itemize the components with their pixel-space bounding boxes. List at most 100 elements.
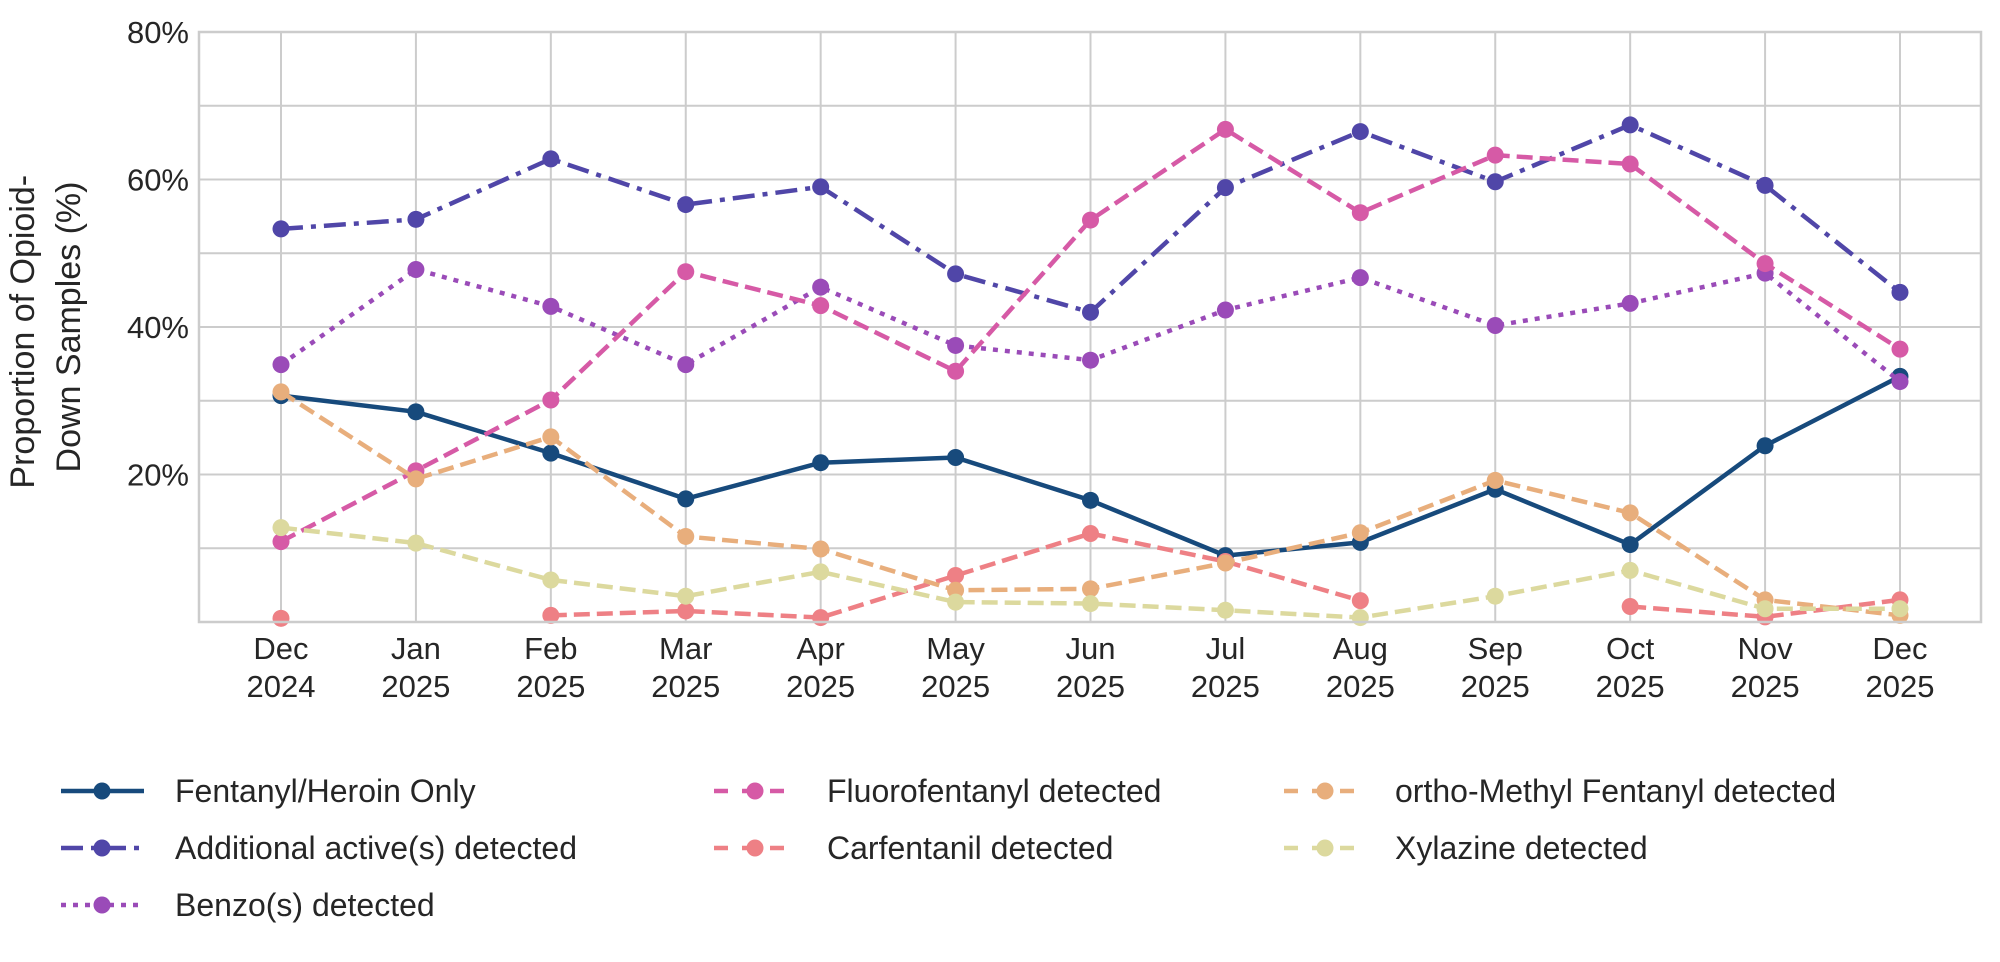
x-tick-year: 2025 bbox=[1461, 669, 1530, 704]
plot-frame bbox=[197, 30, 1983, 624]
x-tick-year: 2024 bbox=[247, 669, 316, 704]
data-point bbox=[812, 278, 830, 296]
data-point bbox=[1621, 294, 1639, 312]
x-tick-label: May 2025 bbox=[921, 631, 990, 704]
data-point bbox=[1486, 146, 1504, 164]
x-tick-month: Jun bbox=[1066, 631, 1116, 666]
data-point bbox=[272, 609, 290, 627]
x-tick-month: Feb bbox=[524, 631, 577, 666]
series-group bbox=[272, 116, 1909, 627]
data-point bbox=[1621, 598, 1639, 616]
legend-label: Fluorofentanyl detected bbox=[827, 773, 1161, 809]
series-xylazine-detected bbox=[272, 519, 1909, 627]
data-point bbox=[542, 606, 560, 624]
data-point bbox=[947, 593, 965, 611]
x-tick-month: Jul bbox=[1206, 631, 1246, 666]
x-tick-year: 2025 bbox=[786, 669, 855, 704]
data-point bbox=[542, 150, 560, 168]
y-tick-label: 80% bbox=[127, 15, 189, 50]
data-point bbox=[1486, 587, 1504, 605]
data-point bbox=[1621, 536, 1639, 554]
data-point bbox=[1621, 155, 1639, 173]
data-point bbox=[1351, 204, 1369, 222]
data-point bbox=[1486, 317, 1504, 335]
data-point bbox=[542, 428, 560, 446]
series-additional-active-s-detected bbox=[272, 116, 1909, 321]
x-tick-year: 2025 bbox=[1056, 669, 1125, 704]
x-tick-year: 2025 bbox=[921, 669, 990, 704]
legend-swatch-marker bbox=[93, 839, 111, 857]
x-tick-label: Dec 2025 bbox=[1866, 631, 1935, 704]
data-point bbox=[677, 587, 695, 605]
data-point bbox=[677, 196, 695, 214]
data-point bbox=[1082, 491, 1099, 509]
legend-item: Fluorofentanyl detected bbox=[714, 773, 1161, 809]
x-tick-year: 2025 bbox=[651, 669, 720, 704]
y-axis-label: Proportion of Opioid- Down Samples (%) bbox=[4, 165, 88, 488]
legend-label: Benzo(s) detected bbox=[175, 887, 435, 923]
series-ortho-methyl-fentanyl-detected bbox=[272, 383, 1909, 624]
x-tick-label: Aug 2025 bbox=[1326, 631, 1395, 704]
data-point bbox=[677, 602, 695, 620]
data-point bbox=[812, 609, 830, 627]
legend: Fentanyl/Heroin Only Additional active(s)… bbox=[61, 773, 1836, 923]
data-point bbox=[1621, 561, 1639, 579]
y-tick-label: 40% bbox=[127, 310, 189, 345]
data-point bbox=[1486, 471, 1504, 489]
data-point bbox=[407, 534, 425, 552]
data-point bbox=[947, 265, 965, 283]
x-tick-month: Nov bbox=[1738, 631, 1794, 666]
data-point bbox=[1082, 525, 1099, 542]
x-tick-year: 2025 bbox=[1866, 669, 1935, 704]
data-point bbox=[677, 490, 695, 508]
data-point bbox=[1891, 340, 1909, 358]
data-point bbox=[542, 391, 560, 409]
x-tick-label: Dec 2024 bbox=[247, 631, 316, 704]
x-tick-label: Jun 2025 bbox=[1056, 631, 1125, 704]
x-tick-month: Oct bbox=[1606, 631, 1655, 666]
data-point bbox=[947, 567, 965, 585]
data-point bbox=[272, 519, 290, 537]
data-point bbox=[812, 178, 830, 196]
x-tick-label: Sep 2025 bbox=[1461, 631, 1530, 704]
data-point bbox=[947, 362, 965, 380]
data-point bbox=[1351, 269, 1369, 287]
data-point bbox=[1216, 554, 1234, 572]
y-tick-label: 20% bbox=[127, 458, 189, 493]
data-point bbox=[1082, 211, 1099, 229]
data-point bbox=[1082, 595, 1099, 613]
data-point bbox=[272, 383, 290, 401]
data-point bbox=[272, 533, 290, 551]
legend-label: Fentanyl/Heroin Only bbox=[175, 773, 476, 809]
data-point bbox=[407, 210, 425, 228]
x-tick-label: Jan 2025 bbox=[381, 631, 450, 704]
data-point bbox=[1216, 179, 1234, 197]
y-axis-label-line-2: Down Samples (%) bbox=[50, 182, 88, 473]
data-point bbox=[1351, 609, 1369, 627]
x-tick-label: Apr 2025 bbox=[786, 631, 855, 704]
x-tick-year: 2025 bbox=[1191, 669, 1260, 704]
legend-swatch-marker bbox=[746, 782, 764, 800]
data-point bbox=[1621, 116, 1639, 134]
data-point bbox=[1351, 592, 1369, 610]
x-tick-month: Sep bbox=[1468, 631, 1523, 666]
series-benzo-s-detected bbox=[272, 260, 1909, 391]
data-point bbox=[677, 527, 695, 545]
data-point bbox=[947, 449, 965, 467]
x-tick-label: Mar 2025 bbox=[651, 631, 720, 704]
x-tick-year: 2025 bbox=[381, 669, 450, 704]
x-tick-year: 2025 bbox=[1326, 669, 1395, 704]
x-tick-year: 2025 bbox=[516, 669, 585, 704]
data-point bbox=[1082, 580, 1099, 598]
data-point bbox=[407, 403, 425, 421]
y-tick-label: 60% bbox=[127, 163, 189, 198]
x-tick-month: Dec bbox=[253, 631, 308, 666]
data-point bbox=[1621, 504, 1639, 522]
x-tick-label: Jul 2025 bbox=[1191, 631, 1260, 704]
data-point bbox=[1756, 437, 1774, 455]
x-tick-label: Nov 2025 bbox=[1731, 631, 1800, 704]
data-point bbox=[812, 563, 830, 581]
data-point bbox=[1756, 600, 1774, 618]
